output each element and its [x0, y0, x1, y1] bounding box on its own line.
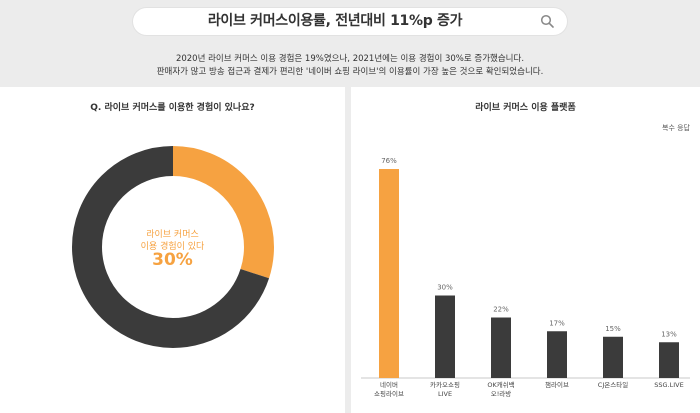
category-label-5-0: SSG.LIVE [654, 381, 683, 389]
donut-center-label-1: 라이브 커머스 [146, 230, 199, 240]
summary-line-2: 판매자가 많고 방송 접근과 결제가 편리한 '네이버 쇼핑 라이브'의 이용률… [156, 67, 544, 77]
bar-value-label-3: 17% [549, 319, 565, 327]
bar-1 [435, 295, 455, 378]
donut-center-value: 30% [152, 250, 193, 270]
search-bar[interactable]: 라이브 커머스이용률, 전년대비 11%p 증가 [133, 8, 567, 35]
bar-value-label-5: 13% [661, 330, 677, 338]
category-label-4-0: CJ온스타일 [598, 380, 628, 389]
donut-slice-1 [72, 146, 274, 348]
category-label-1-1: LIVE [438, 390, 452, 398]
bar-value-label-2: 22% [493, 306, 509, 314]
bar-value-label-0: 76% [381, 157, 397, 165]
donut-chart-title: Q. 라이브 커머스를 이용한 경험이 있나요? [90, 103, 255, 113]
bar-2 [491, 317, 511, 378]
search-query[interactable]: 라이브 커머스이용률, 전년대비 11%p 증가 [207, 13, 463, 29]
bar-value-label-1: 30% [437, 284, 453, 292]
donut-panel: Q. 라이브 커머스를 이용한 경험이 있나요? 라이브 커머스 이용 경험이 … [0, 87, 345, 413]
donut-center-label-2: 이용 경험이 있다 [140, 242, 205, 252]
category-label-1-0: 카카오쇼핑 [430, 380, 460, 389]
category-label-2-1: 오!라방 [491, 389, 512, 398]
summary-line-1: 2020년 라이브 커머스 이용 경험은 19%였으나, 2021년에는 이용 … [175, 54, 525, 64]
category-label-0-0: 네이버 [380, 380, 398, 389]
bar-0 [379, 169, 399, 378]
donut-chart [72, 146, 274, 348]
bar-3 [547, 331, 567, 378]
category-label-2-0: OK캐쉬백 [487, 380, 514, 389]
bar-5 [659, 342, 679, 378]
bar-panel: 라이브 커머스 이용 플랫폼 복수 응답 76% 네이버 쇼핑라이브 30% 카카오쇼핑… [351, 87, 700, 413]
multiple-response-note: 복수 응답 [662, 124, 690, 132]
search-icon[interactable] [540, 14, 555, 29]
bar-value-label-4: 15% [605, 325, 621, 333]
category-label-0-1: 쇼핑라이브 [374, 389, 404, 398]
bar-chart-title: 라이브 커머스 이용 플랫폼 [475, 103, 576, 113]
category-label-3-0: 챔라이브 [545, 380, 569, 389]
bar-4 [603, 336, 623, 378]
